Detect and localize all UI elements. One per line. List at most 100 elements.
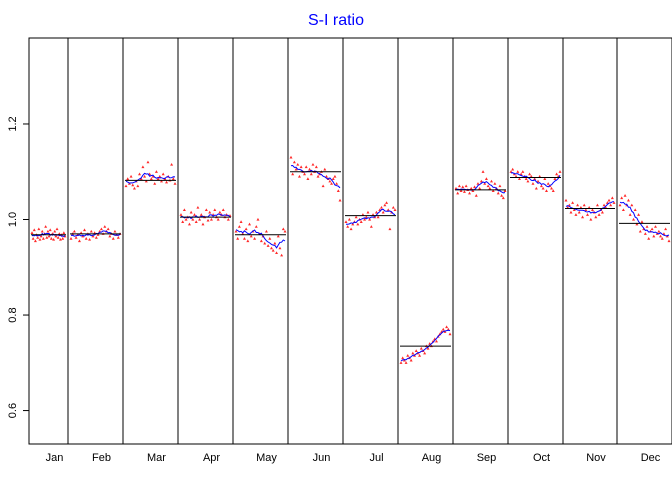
si-point (36, 236, 40, 239)
si-point (54, 234, 58, 238)
y-tick-label: 0.8 (7, 307, 19, 322)
si-point (371, 213, 375, 216)
panel-frame (452, 37, 509, 445)
si-point (594, 215, 598, 219)
chart-title: S-I ratio (308, 12, 364, 29)
si-point (193, 213, 197, 216)
si-point (529, 174, 533, 178)
seasonal-smooth-line (125, 172, 176, 184)
panel-frame (616, 37, 672, 445)
si-point (483, 182, 487, 185)
si-point (493, 182, 497, 185)
si-point (221, 208, 225, 212)
si-point (275, 251, 279, 255)
si-point (643, 232, 647, 235)
si-point (331, 177, 335, 181)
si-point (544, 189, 548, 192)
si-point (93, 231, 97, 234)
si-point (626, 198, 630, 202)
si-point (179, 213, 183, 216)
si-point (154, 170, 158, 173)
month-panel-nov: Nov (562, 37, 618, 464)
si-point (586, 213, 590, 216)
si-point (194, 220, 198, 223)
si-point (457, 184, 461, 188)
seasonal-smooth-line (346, 208, 396, 225)
si-point (57, 232, 61, 235)
si-point (182, 208, 186, 212)
y-tick-label: 1.0 (7, 212, 19, 227)
si-point (124, 184, 128, 188)
si-point (434, 339, 438, 343)
si-point (165, 180, 169, 184)
si-point (278, 246, 282, 250)
si-point (584, 208, 588, 212)
si-point (576, 203, 580, 207)
si-point (81, 234, 85, 238)
si-point (30, 231, 34, 234)
si-point (553, 177, 557, 181)
month-panel-jun: Jun (287, 37, 344, 464)
si-point (597, 213, 601, 216)
si-point (633, 208, 637, 212)
si-point (610, 196, 614, 200)
si-point (144, 179, 148, 183)
month-label: Aug (422, 452, 442, 464)
si-point (242, 237, 246, 240)
si-point (600, 210, 604, 214)
si-point (324, 174, 328, 178)
si-point (161, 172, 165, 176)
panel-frame (562, 37, 618, 445)
si-point (533, 177, 537, 181)
si-point (587, 205, 591, 209)
si-point (208, 210, 212, 214)
si-point (489, 179, 493, 183)
month-label: Mar (147, 452, 166, 464)
si-point (473, 185, 477, 189)
si-point (39, 234, 43, 238)
seasonal-smooth-line (235, 229, 286, 249)
si-point (354, 215, 358, 219)
month-label: Oct (533, 452, 550, 464)
si-point (170, 162, 174, 166)
si-point (574, 213, 578, 216)
si-point (316, 174, 320, 178)
si-point (209, 217, 213, 221)
si-point (445, 325, 449, 329)
si-point (156, 177, 160, 181)
si-point (637, 213, 641, 216)
si-point (294, 167, 298, 171)
si-point (189, 210, 193, 214)
si-point (89, 229, 93, 233)
si-point (323, 167, 327, 171)
si-point (476, 182, 480, 185)
panel-frame (67, 37, 124, 445)
si-point (479, 179, 483, 183)
si-point (474, 194, 478, 197)
si-point (426, 346, 430, 350)
si-point (454, 186, 458, 190)
si-point (640, 220, 644, 223)
si-point (577, 210, 581, 214)
si-point (149, 177, 153, 181)
si-point (48, 228, 52, 232)
si-point (271, 248, 275, 252)
si-point (131, 183, 135, 187)
si-point (364, 215, 368, 219)
month-panel-oct: Oct (507, 37, 564, 464)
si-point (55, 227, 59, 231)
si-point (469, 186, 473, 190)
si-point (464, 184, 468, 188)
y-tick-label: 1.2 (7, 116, 19, 131)
si-point (379, 205, 383, 209)
si-point (314, 165, 318, 169)
si-point (291, 172, 295, 176)
si-point (471, 189, 475, 192)
si-point (129, 174, 133, 178)
si-point (213, 208, 217, 212)
si-point (206, 218, 210, 222)
month-panel-dec: Dec (616, 37, 672, 464)
si-point (418, 354, 422, 357)
si-point (488, 186, 492, 190)
si-point (256, 217, 260, 221)
